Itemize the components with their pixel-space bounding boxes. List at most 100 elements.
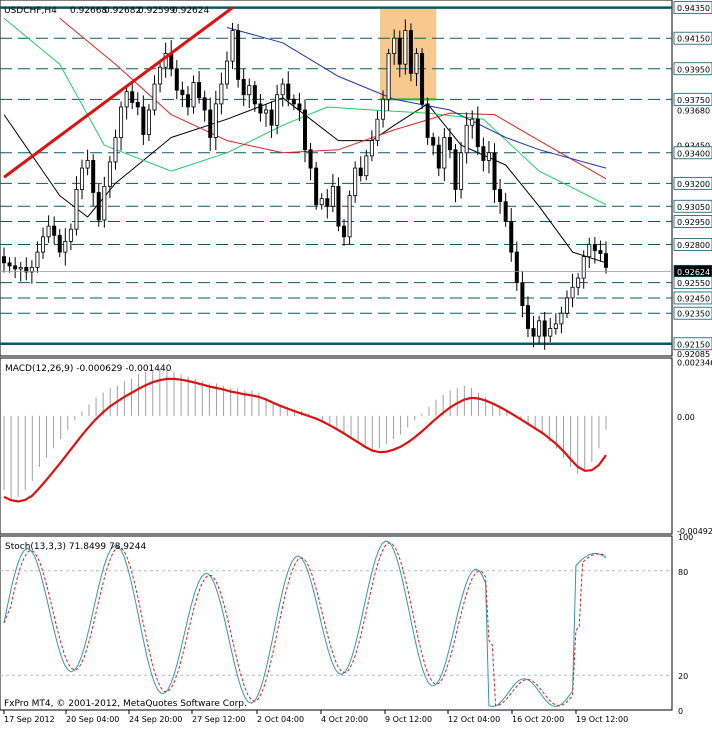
candle-body	[29, 266, 34, 273]
price-label-box	[673, 306, 712, 320]
candle-body	[18, 266, 23, 270]
candle	[275, 84, 280, 135]
candle-body	[553, 323, 558, 329]
candle	[559, 306, 564, 334]
candle	[537, 315, 542, 345]
candle-body	[107, 161, 112, 187]
price-tick-label: 0.92150	[677, 340, 710, 349]
candle-body	[302, 109, 307, 151]
candle-body	[135, 101, 140, 108]
candle	[353, 161, 358, 203]
candle-body	[314, 167, 319, 206]
price-tick-label: 0.92085	[677, 350, 710, 359]
stoch-d-line	[3, 542, 607, 707]
candle	[174, 60, 179, 100]
candle	[336, 177, 341, 232]
candle-body	[364, 155, 369, 177]
candle-body	[297, 103, 302, 111]
candle-body	[113, 137, 118, 163]
candle	[319, 193, 324, 210]
candle	[135, 92, 140, 116]
candle-body	[481, 146, 486, 161]
candle-body	[604, 253, 609, 268]
candle	[219, 72, 224, 115]
candle-body	[91, 160, 96, 193]
candle	[130, 82, 135, 110]
candle-body	[503, 201, 508, 222]
candle	[442, 127, 447, 181]
price-label-box	[673, 1, 712, 15]
candle	[29, 260, 34, 284]
candle	[180, 81, 185, 107]
candle	[107, 155, 112, 199]
copyright-footer: FxPro MT4, © 2001-2012, MetaQuotes Softw…	[4, 699, 247, 709]
candle	[18, 262, 23, 282]
candle-body	[57, 234, 62, 253]
stoch-label: Stoch(13,3,3) 71.8499 78.9244	[5, 542, 146, 552]
candle	[74, 176, 79, 236]
price-tick-label: 0.93950	[677, 65, 710, 74]
candle-body	[7, 262, 12, 267]
candle-body	[241, 79, 246, 96]
candle-body	[124, 91, 129, 108]
candle-body	[141, 106, 146, 135]
candle	[342, 218, 347, 246]
candle-body	[381, 98, 386, 120]
candle-body	[442, 137, 447, 169]
candle-body	[80, 167, 85, 190]
candle-body	[576, 277, 581, 288]
candle	[503, 193, 508, 227]
candle-body	[358, 167, 363, 177]
candle-body	[46, 225, 51, 238]
candle	[302, 99, 307, 163]
candle	[492, 143, 497, 204]
candle	[119, 101, 124, 151]
chart-high-value: 0.92682	[104, 6, 141, 16]
candle	[52, 216, 57, 245]
candle	[592, 237, 597, 264]
candle	[392, 29, 397, 65]
price-tick-label: 0.93450	[677, 142, 710, 151]
candle-body	[158, 66, 163, 85]
candle	[408, 23, 413, 82]
candle	[486, 140, 491, 174]
candle-body	[191, 82, 196, 108]
time-tick-label: 17 Sep 2012	[4, 715, 55, 724]
candle-body	[464, 124, 469, 154]
candle	[297, 92, 302, 121]
candle-body	[592, 244, 597, 251]
candle-body	[420, 53, 425, 105]
price-tick-label: 0.92550	[677, 279, 710, 288]
price-label-box	[673, 215, 712, 228]
candle-body	[548, 328, 553, 337]
price-layer	[0, 6, 672, 350]
candle-body	[498, 189, 503, 203]
candle	[35, 241, 40, 273]
candle	[291, 94, 296, 110]
candle-body	[342, 225, 347, 238]
candle	[581, 250, 586, 289]
candle-body	[119, 106, 124, 138]
candle-body	[336, 186, 341, 227]
candle-body	[347, 195, 352, 238]
candle-body	[63, 241, 68, 253]
candle	[80, 159, 85, 200]
candle-body	[542, 320, 547, 337]
time-tick-label: 12 Oct 04:00	[448, 715, 500, 724]
candle	[41, 227, 46, 259]
candle	[420, 48, 425, 110]
candle	[347, 190, 352, 245]
stoch-layer	[0, 540, 672, 708]
candle	[481, 137, 486, 172]
price-tick-label: 0.93200	[677, 180, 710, 189]
macd-signal-line	[3, 377, 607, 503]
candle-body	[459, 152, 464, 190]
candle	[358, 156, 363, 182]
candle	[431, 132, 436, 156]
candle	[252, 80, 257, 112]
candle-body	[146, 109, 151, 135]
candle-body	[74, 189, 79, 230]
candle	[57, 229, 62, 258]
candle	[280, 78, 285, 107]
